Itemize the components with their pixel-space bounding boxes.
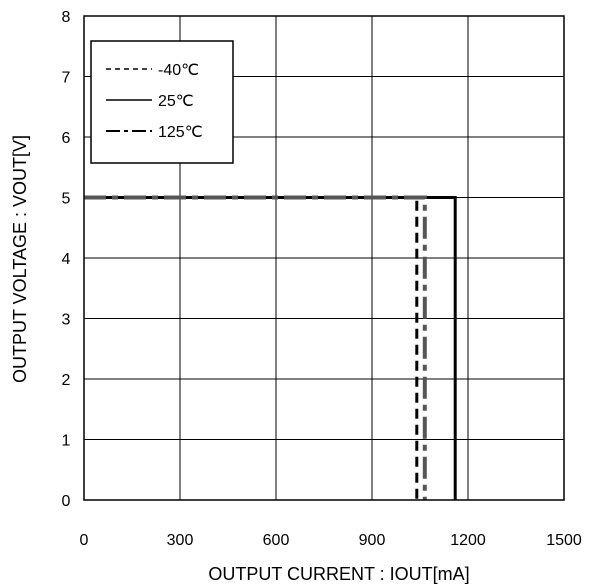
x-tick-label: 300	[167, 532, 194, 549]
y-tick-label: 0	[62, 493, 71, 510]
x-tick-label: 0	[80, 532, 89, 549]
x-tick-labels: 0 300 600 900 1200 1500	[80, 532, 582, 549]
x-tick-label: 1500	[546, 532, 582, 549]
y-tick-label: 7	[62, 70, 71, 87]
legend-label: 125℃	[158, 124, 203, 141]
x-axis-label: OUTPUT CURRENT : IOUT[mA]	[208, 564, 469, 584]
y-tick-label: 1	[62, 433, 71, 450]
x-tick-label: 900	[359, 532, 386, 549]
legend-label: 25℃	[158, 93, 194, 110]
y-axis-label: OUTPUT VOLTAGE : VOUT[V]	[10, 135, 30, 383]
y-tick-labels: 0 1 2 3 4 5 6 7 8	[62, 9, 71, 510]
y-tick-label: 6	[62, 130, 71, 147]
series-group	[84, 195, 457, 500]
y-tick-label: 2	[62, 372, 71, 389]
legend-box	[90, 40, 234, 164]
legend: -40℃ 25℃ 125℃	[90, 40, 234, 164]
y-tick-label: 4	[62, 251, 71, 268]
x-tick-label: 600	[263, 532, 290, 549]
y-tick-label: 5	[62, 191, 71, 208]
plot-border	[83, 15, 565, 501]
y-tick-label: 8	[62, 9, 71, 26]
series-line	[84, 196, 419, 500]
legend-label: -40℃	[158, 62, 199, 79]
x-tick-label: 1200	[450, 532, 486, 549]
series-line	[84, 195, 427, 500]
y-tick-label: 3	[62, 312, 71, 329]
plot-frame	[83, 15, 565, 501]
series-line	[84, 196, 457, 500]
